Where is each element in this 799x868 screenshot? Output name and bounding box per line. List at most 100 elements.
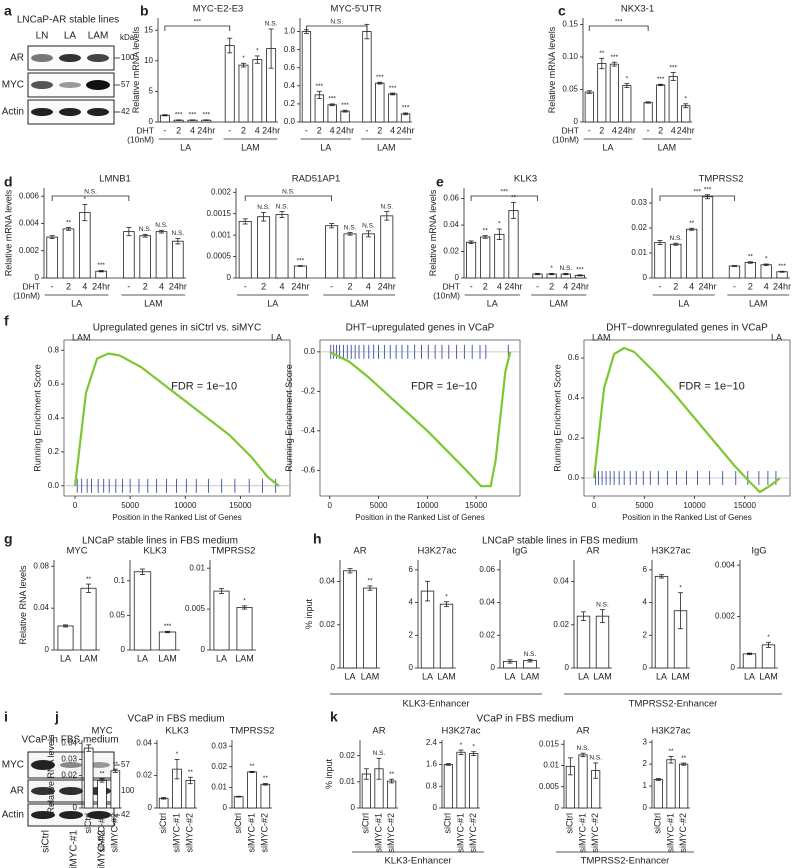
significance: * (460, 742, 463, 749)
bar (776, 271, 788, 279)
y-tick-label: -0.4 (301, 426, 315, 435)
panel-header: VCaP in FBS medium (127, 714, 224, 725)
y-tick-label: 0 (455, 273, 460, 282)
bar (728, 265, 741, 279)
chart-title: LMNB1 (99, 174, 131, 185)
panel-header: LNCaP stable lines in FBS medium (482, 536, 638, 547)
x-tick-label: LAM (521, 671, 540, 681)
y-axis-label: % input (304, 598, 314, 629)
panel-letter: g (4, 531, 13, 547)
y-tick-label: 0.8 (426, 781, 438, 790)
x-tick-label: 10000 (174, 501, 197, 510)
row-label: AR (10, 786, 24, 797)
x-tick-label: 24hr (169, 281, 187, 291)
x-tick-label: 10000 (683, 501, 706, 510)
band (59, 54, 81, 62)
significance: *** (611, 54, 619, 61)
y-tick-label: 0.03 (211, 741, 227, 750)
chart-title: AR (353, 546, 366, 557)
x-tick-label: 15000 (465, 501, 488, 510)
y-tick-label: 0.05 (109, 610, 125, 619)
y-tick-label: 0.01 (339, 777, 355, 786)
x-tick-label: 24hr (773, 281, 791, 291)
x-tick-label: 4 (612, 125, 617, 135)
x-tick-label: siMYC-#2 (260, 813, 270, 853)
significance: * (256, 48, 259, 55)
x-tick-label: siMYC-#1 (665, 813, 675, 853)
x-tick-label: 4 (764, 281, 769, 291)
bar (238, 64, 249, 123)
lane-label: siCtrl (41, 830, 52, 853)
y-tick-label: -0.2 (301, 386, 315, 395)
lane-label: siMYC-#1 (69, 830, 80, 868)
group-label: LAM (658, 142, 677, 152)
x-tick-label: - (127, 281, 130, 291)
y-axis-label: Relative mRNA levels (547, 26, 557, 113)
plot-frame (583, 339, 791, 497)
x-tick-label: 2 (317, 125, 322, 135)
group-label: KLK3-Enhancer (384, 856, 451, 867)
x-tick-label: 15000 (229, 501, 252, 510)
marker-label: 57 (121, 760, 130, 769)
y-tick-label: 0.10 (562, 52, 578, 61)
chart-title: IgG (512, 546, 527, 557)
bar (686, 228, 698, 279)
significance: * (684, 96, 687, 103)
bar (213, 590, 230, 651)
y-tick-label: 0.005 (185, 604, 206, 613)
significance: *** (657, 76, 665, 83)
bar (172, 240, 184, 279)
blot-i: VCaP in FBS medium MYC AR Actin 57 100 4… (2, 735, 135, 868)
x-tick-label: 24hr (291, 281, 309, 291)
x-tick-label: 4 (563, 281, 568, 291)
band (31, 54, 53, 62)
y-tick-label: 0.02 (211, 762, 227, 771)
y-tick-label: 2.4 (426, 738, 438, 747)
x-tick-label: siMYC-#2 (185, 813, 195, 853)
bar (654, 575, 669, 669)
y-tick-label: 0.03 (61, 755, 77, 764)
bar (97, 780, 107, 809)
lane-label: LA (64, 31, 77, 42)
x-tick-label: siCtrl (233, 813, 243, 834)
chart-title: AR (586, 546, 599, 557)
significance: * (243, 598, 246, 605)
significance: ** (689, 220, 695, 227)
treatment-label: DHT (23, 281, 40, 291)
panel-letter: h (313, 531, 322, 547)
x-tick-label: 15000 (734, 501, 757, 510)
bar (643, 102, 653, 123)
significance: *** (202, 112, 210, 119)
bar (257, 216, 271, 279)
chart-title: TMPRSS2 (699, 174, 744, 185)
y-tick-label: 1.0 (284, 27, 296, 36)
band (59, 108, 81, 116)
x-tick-label: 4 (82, 281, 87, 291)
x-tick-label: - (305, 125, 308, 135)
bar (343, 233, 357, 279)
bracket (659, 195, 735, 201)
y-axis-label: Relative mRNA levels (131, 26, 141, 113)
significance: *** (389, 85, 397, 92)
bracket-label: N.S. (330, 19, 343, 26)
band (87, 108, 109, 116)
bar (439, 603, 454, 669)
bar (327, 104, 337, 123)
group-label: TMPRSS2-Enhancer (581, 856, 670, 867)
y-tick-label: 0.02 (319, 620, 335, 629)
y-tick-label: 0.2 (284, 99, 296, 108)
significance: N.S. (139, 226, 152, 233)
x-tick-label: - (588, 125, 591, 135)
y-tick-label: 0 (149, 117, 154, 126)
bar (679, 763, 689, 809)
bar (744, 262, 756, 279)
y-tick-label: 2 (409, 630, 414, 639)
x-tick-label: LAM (158, 653, 177, 663)
y-axis-label: Running Enrichment Score (284, 364, 294, 472)
y-tick-label: 0.8 (284, 45, 296, 54)
significance: ** (599, 50, 605, 57)
x-tick-label: 4 (330, 125, 335, 135)
bracket (470, 195, 538, 201)
bar (83, 747, 94, 809)
